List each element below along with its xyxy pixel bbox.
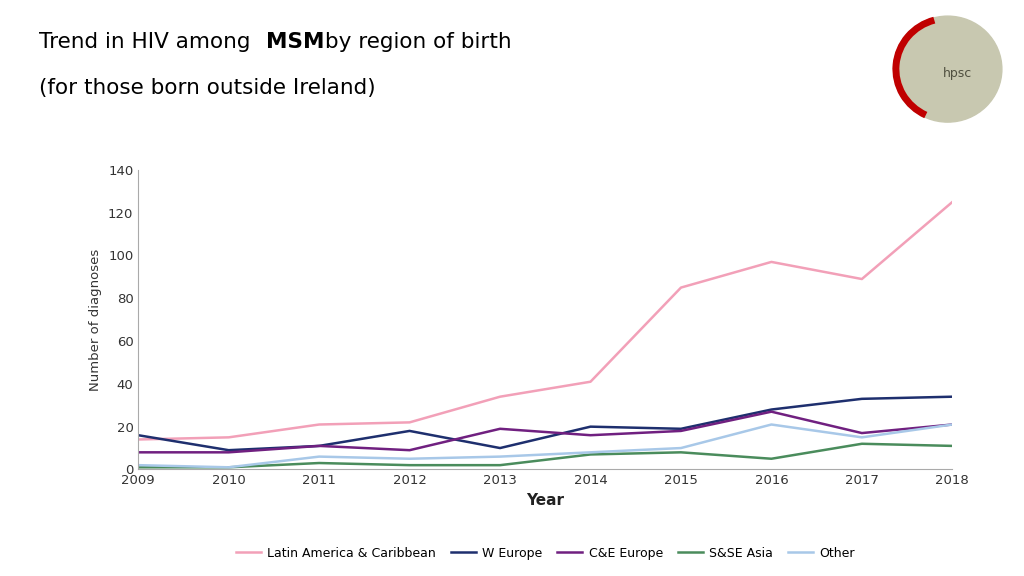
Text: Trend in HIV among: Trend in HIV among [39,32,257,52]
Text: MSM: MSM [266,32,325,52]
Y-axis label: Number of diagnoses: Number of diagnoses [89,249,102,391]
Text: 10: 10 [984,558,1001,572]
Text: by region of birth: by region of birth [318,32,512,52]
Legend: Latin America & Caribbean, W Europe, C&E Europe, S&SE Asia, Other: Latin America & Caribbean, W Europe, C&E… [230,541,860,564]
X-axis label: Year: Year [526,493,564,508]
Text: (for those born outside Ireland): (for those born outside Ireland) [39,78,376,98]
Text: hpsc: hpsc [942,67,972,80]
Circle shape [894,16,1001,122]
